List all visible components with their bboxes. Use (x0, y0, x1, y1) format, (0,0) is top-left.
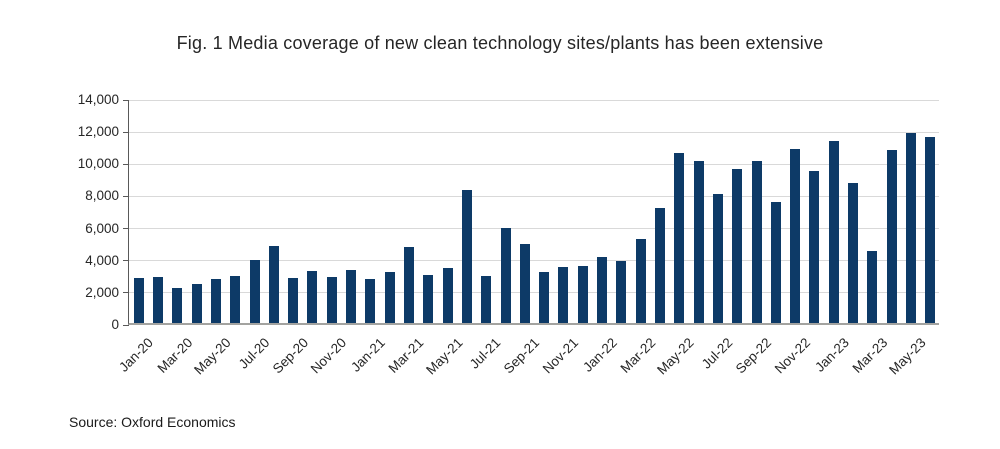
gridline (129, 163, 939, 165)
bar-May-20 (210, 278, 221, 323)
y-axis-tick (123, 292, 129, 294)
bar-Jun-21 (461, 190, 472, 323)
y-tick-label: 4,000 (85, 252, 119, 268)
y-tick-label: 14,000 (77, 92, 119, 107)
bar-Jan-21 (365, 278, 376, 323)
gridline (129, 195, 939, 197)
bar-Feb-22 (616, 261, 627, 323)
y-tick-label: 12,000 (77, 124, 119, 140)
bar-Dec-21 (577, 265, 588, 323)
bar-Jul-21 (481, 276, 492, 323)
bar-Apr-22 (655, 208, 665, 323)
y-axis-tick (123, 324, 129, 326)
x-tick-label: Nov-21 (539, 335, 582, 377)
x-tick-label: Mar-21 (385, 335, 427, 376)
x-tick-label: Sep-22 (732, 335, 775, 377)
x-tick-label: Jan-23 (811, 335, 852, 375)
bar-May-21 (442, 268, 453, 323)
bar-Mar-20 (172, 287, 183, 323)
bar-Mar-22 (635, 238, 646, 323)
bar-Mar-21 (403, 247, 414, 323)
x-tick-label: Nov-22 (771, 335, 813, 377)
bar-Apr-21 (423, 274, 434, 323)
x-tick-label: May-22 (654, 335, 697, 378)
gridline (129, 228, 939, 230)
bar-Oct-20 (307, 270, 318, 323)
y-axis-tick (123, 99, 129, 101)
x-tick-label: Jan-20 (116, 335, 157, 375)
bar-Feb-21 (384, 271, 395, 323)
y-axis-tick (123, 131, 129, 133)
x-tick-label: Jul-21 (467, 335, 504, 372)
bar-Sep-20 (288, 278, 299, 323)
bar-Oct-21 (539, 272, 550, 323)
bar-Jan-23 (828, 140, 839, 323)
bar-Apr-23 (886, 150, 897, 323)
x-tick-label: Sep-21 (501, 335, 543, 377)
bar-Oct-22 (770, 201, 781, 323)
bar-Aug-21 (500, 228, 511, 323)
y-tick-label: 2,000 (85, 284, 119, 300)
bar-Nov-22 (790, 149, 801, 323)
bar-Nov-21 (558, 266, 569, 323)
y-axis-tick (123, 195, 129, 197)
y-axis-tick (123, 260, 129, 262)
gridline (129, 131, 939, 133)
bar-Sep-22 (751, 160, 762, 323)
source-note: Source: Oxford Economics (69, 414, 236, 430)
bar-Apr-20 (191, 284, 202, 323)
bar-Aug-20 (268, 245, 279, 323)
y-tick-label: 10,000 (77, 156, 119, 172)
y-tick-label: 8,000 (85, 188, 119, 204)
x-tick-label: Jul-22 (698, 335, 736, 372)
x-tick-label: Jan-21 (348, 335, 388, 375)
bar-Dec-22 (809, 171, 820, 323)
y-tick-label: 0 (111, 317, 119, 332)
x-tick-label: May-21 (422, 335, 466, 378)
x-tick-label: Mar-23 (849, 335, 891, 376)
gridline (129, 292, 939, 294)
y-axis-tick (123, 163, 129, 165)
bar-Aug-22 (732, 168, 743, 323)
x-tick-label: Nov-20 (307, 335, 350, 377)
x-tick-label: Sep-20 (269, 335, 311, 377)
x-tick-label: May-23 (886, 335, 929, 378)
bar-Dec-20 (346, 269, 357, 323)
bar-Feb-20 (152, 277, 163, 323)
bar-May-23 (906, 132, 917, 323)
bar-Sep-21 (519, 244, 530, 323)
gridline (129, 260, 939, 262)
bar-Jan-22 (597, 257, 608, 323)
x-tick-label: Jul-20 (235, 335, 273, 372)
bar-Jun-22 (693, 161, 704, 323)
bar-Jul-20 (249, 259, 260, 323)
x-tick-label: Mar-20 (154, 335, 195, 376)
x-tick-label: Mar-22 (617, 335, 659, 376)
x-tick-label: Jan-22 (579, 335, 620, 375)
y-tick-label: 6,000 (85, 220, 119, 236)
bar-Jun-20 (230, 276, 241, 323)
bar-Jan-20 (133, 278, 144, 323)
gridline (129, 99, 939, 101)
bar-Jul-22 (712, 194, 723, 323)
bar-Nov-20 (326, 277, 337, 323)
bar-Jun-23 (925, 137, 936, 323)
y-axis-tick (123, 228, 129, 230)
bar-May-22 (674, 153, 685, 323)
chart-title: Fig. 1 Media coverage of new clean techn… (176, 33, 824, 53)
bar-Mar-23 (867, 250, 878, 323)
x-tick-label: May-20 (191, 335, 234, 378)
bar-Feb-23 (848, 183, 859, 323)
plot-area: 0 2,000 4,000 6,000 8,000 10,000 12,000 14,000 J… (78, 92, 939, 377)
